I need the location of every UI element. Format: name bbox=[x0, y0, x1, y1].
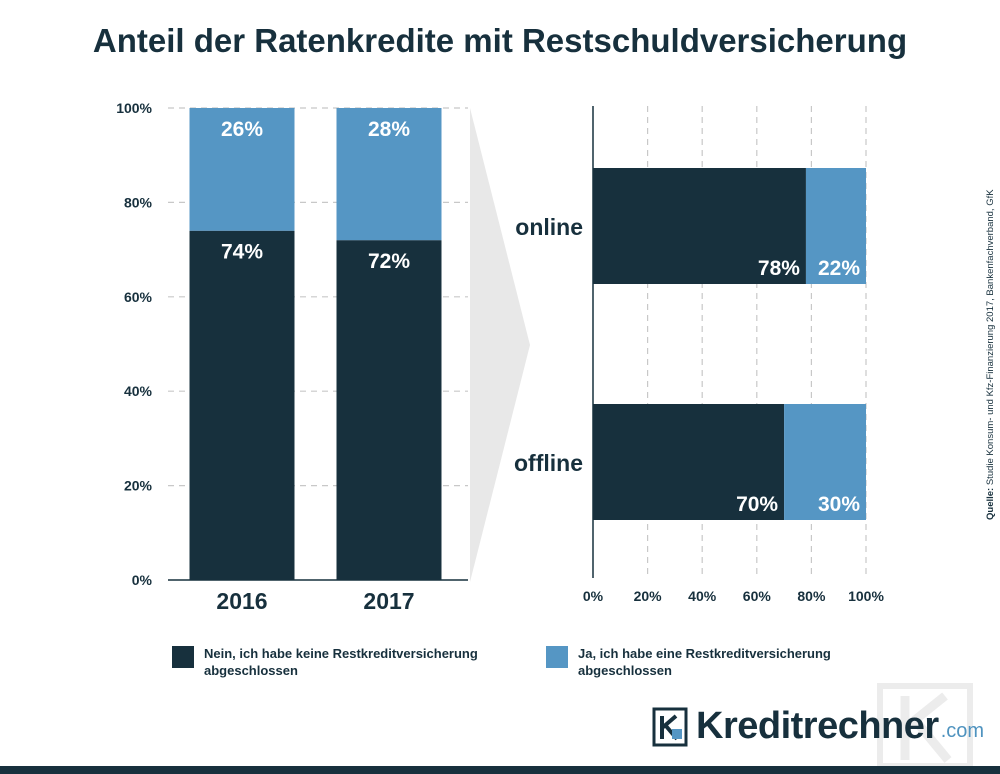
data-label: 26% bbox=[221, 118, 263, 141]
transition-arrow bbox=[470, 108, 530, 582]
bar-2016-series-0 bbox=[189, 230, 295, 580]
data-label: 28% bbox=[368, 118, 410, 141]
x-category-label: 2016 bbox=[216, 588, 267, 614]
data-label: 78% bbox=[758, 257, 800, 280]
footer-bar bbox=[0, 766, 1000, 774]
y-category-label: online bbox=[515, 214, 583, 240]
bar-online-series-1 bbox=[805, 168, 866, 284]
legend-swatch-light bbox=[546, 646, 568, 668]
y-tick-label: 20% bbox=[124, 478, 153, 494]
x-tick-label: 60% bbox=[743, 588, 772, 604]
x-tick-label: 40% bbox=[688, 588, 717, 604]
x-category-label: 2017 bbox=[363, 588, 414, 614]
data-label: 70% bbox=[736, 493, 778, 516]
chart-title: Anteil der Ratenkredite mit Restschuldve… bbox=[92, 22, 908, 59]
bar-2016-series-1 bbox=[189, 108, 295, 231]
y-tick-label: 40% bbox=[124, 383, 153, 399]
legend-label-nein: Nein, ich habe keine Restkreditversicher… bbox=[204, 646, 478, 678]
x-tick-label: 100% bbox=[848, 588, 884, 604]
bar-2017-series-0 bbox=[336, 240, 442, 580]
y-tick-label: 60% bbox=[124, 289, 153, 305]
logo-tld: .com bbox=[940, 720, 985, 742]
source-note: Quelle: Studie Konsum- und Kfz-Finanzier… bbox=[985, 189, 996, 520]
data-label: 74% bbox=[221, 241, 263, 264]
source-prefix: Quelle: bbox=[985, 487, 996, 520]
legend-swatch-dark bbox=[172, 646, 194, 668]
kreditrechner-logo-icon bbox=[652, 707, 688, 746]
data-label: 72% bbox=[368, 250, 410, 273]
x-tick-label: 20% bbox=[634, 588, 663, 604]
legend-label-ja: Ja, ich habe eine Restkreditversicherung… bbox=[578, 646, 831, 678]
logo-wordmark: Kreditrechner bbox=[696, 705, 939, 747]
watermark-logo-icon bbox=[877, 683, 973, 766]
brand-logo: Kreditrechner .com bbox=[652, 705, 984, 748]
bar-offline-series-0 bbox=[593, 404, 785, 520]
x-tick-label: 80% bbox=[797, 588, 826, 604]
bar-offline-series-1 bbox=[784, 404, 866, 520]
bar-online-series-0 bbox=[593, 168, 806, 284]
y-tick-label: 80% bbox=[124, 194, 153, 210]
y-category-label: offline bbox=[514, 450, 583, 476]
data-label: 30% bbox=[818, 493, 860, 516]
legend-item-ja: Ja, ich habe eine Restkreditversicherung… bbox=[546, 645, 898, 679]
x-tick-label: 0% bbox=[583, 588, 604, 604]
bar-2017-series-1 bbox=[336, 108, 442, 241]
source-text: Studie Konsum- und Kfz-Finanzierung 2017… bbox=[985, 189, 996, 486]
data-label: 22% bbox=[818, 257, 860, 280]
y-tick-label: 100% bbox=[116, 100, 152, 116]
legend-item-nein: Nein, ich habe keine Restkreditversicher… bbox=[172, 645, 524, 679]
y-tick-label: 0% bbox=[132, 572, 153, 588]
